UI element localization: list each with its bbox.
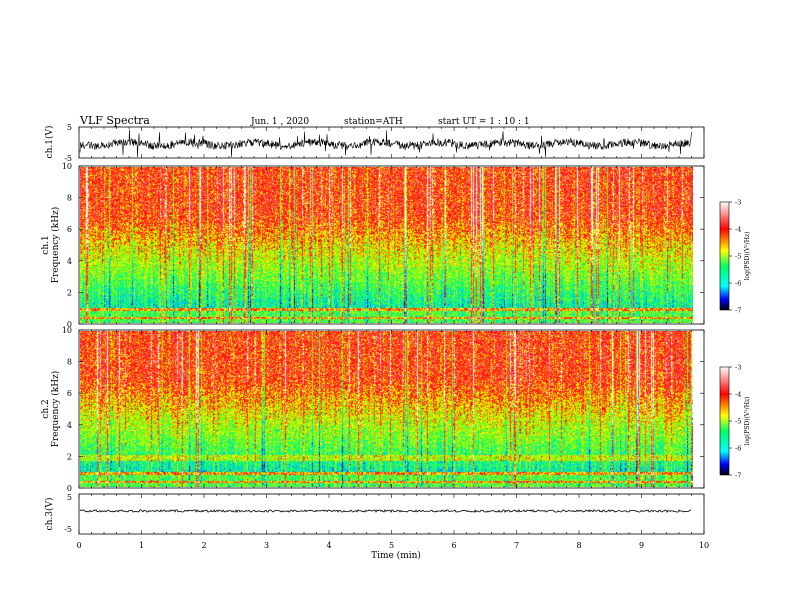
ch1-spectrogram-yticks: 0 2 4 6 8 10	[62, 162, 704, 329]
frequency-tick-label: 8	[67, 194, 72, 203]
frequency-tick-label: 4	[67, 421, 72, 430]
ch3-waveform-panel: 5 -5 ch.3(V) 0 1 2 3 4 5 6 7 8 9 10 Time (min)	[44, 493, 709, 561]
x-tick-label: 7	[514, 541, 519, 550]
ch1-waveform-panel: 5 -5 ch.1(V)	[44, 123, 705, 163]
start-time-label: start UT = 1 : 10 : 1	[438, 117, 530, 127]
ch2-spectrogram-ylabel: Frequency (kHz)	[50, 371, 61, 448]
frequency-tick-label: 2	[67, 288, 72, 297]
ch3-waveform-ytick-top: 5	[67, 493, 72, 502]
colorbar-tick-label: -4	[735, 391, 741, 399]
ch3-waveform-ylabel: ch.3(V)	[44, 498, 55, 531]
date-label: Jun. 1 , 2020	[250, 117, 309, 127]
colorbar-tick-label: -3	[735, 364, 741, 372]
x-tick-label: 9	[639, 541, 644, 550]
x-tick-label: 10	[699, 541, 709, 550]
ch2-colorbar-gradient	[719, 366, 730, 476]
ch1-spectrogram-panel: 0 2 4 6 8 10 ch.1 Frequency (kHz)	[41, 162, 705, 329]
x-tick-label: 5	[389, 541, 394, 550]
colorbar-tick-label: -6	[735, 445, 741, 453]
ch2-spectrogram-ticks	[78, 330, 705, 488]
colorbar-tick-label: -7	[735, 472, 741, 480]
x-axis-label: Time (min)	[371, 550, 421, 561]
frequency-tick-label: 10	[62, 326, 72, 335]
colorbar-tick-label: -7	[735, 307, 741, 315]
x-tick-label: 6	[451, 541, 456, 550]
ch1-waveform-frame	[78, 126, 705, 159]
x-tick-labels: 0 1 2 3 4 5 6 7 8 9 10	[76, 541, 709, 550]
ch1-waveform-ticks	[78, 127, 705, 158]
ch1-waveform-ytick-top: 5	[67, 123, 72, 132]
colorbar-tick-label: -6	[735, 280, 741, 288]
colorbar-tick-label: -5	[735, 418, 741, 426]
station-label: station=ATH	[344, 117, 403, 127]
frequency-tick-label: 6	[67, 225, 72, 234]
ch1-spectrogram-ylabel: Frequency (kHz)	[50, 207, 61, 284]
ch2-colorbar: -3 -4 -5 -6 -7 log(PSD)(V²/Hz)	[719, 364, 751, 480]
colorbar-tick-label: -3	[735, 199, 741, 207]
frequency-tick-label: 10	[62, 162, 72, 171]
figure-title: VLF Spectra	[79, 114, 150, 127]
ch1-waveform-trace	[79, 129, 692, 158]
x-tick-label: 3	[264, 541, 269, 550]
ch3-waveform-ticks	[78, 494, 705, 534]
x-tick-label: 4	[326, 541, 331, 550]
ch1-colorbar-gradient	[719, 201, 730, 311]
ch2-spectrogram-ylabel-ch: ch.2	[41, 399, 51, 418]
colorbar-tick-label: -4	[735, 226, 741, 234]
colorbar-tick-label: -5	[735, 253, 741, 261]
ch1-colorbar-label: log(PSD)(V²/Hz)	[744, 232, 751, 281]
x-tick-label: 2	[201, 541, 206, 550]
frequency-tick-label: 0	[67, 484, 72, 493]
ch2-colorbar-label: log(PSD)(V²/Hz)	[744, 397, 751, 446]
x-tick-label: 0	[76, 541, 81, 550]
ch2-colorbar-ticks: -3 -4 -5 -6 -7	[729, 364, 741, 480]
ch1-spectrogram-ticks	[78, 166, 705, 324]
ch2-spectrogram-image	[80, 331, 693, 487]
ch1-waveform-ylabel: ch.1(V)	[44, 126, 55, 159]
ch1-waveform-ytick-bottom: -5	[64, 154, 72, 163]
x-tick-label: 8	[576, 541, 581, 550]
ch1-spectrogram-image	[80, 167, 693, 323]
ch1-colorbar-ticks: -3 -4 -5 -6 -7	[729, 199, 741, 315]
ch3-waveform-ytick-bottom: -5	[64, 525, 72, 534]
ch1-colorbar: -3 -4 -5 -6 -7 log(PSD)(V²/Hz)	[719, 199, 751, 315]
frequency-tick-label: 8	[67, 358, 72, 367]
frequency-tick-label: 4	[67, 257, 72, 266]
frequency-tick-label: 2	[67, 452, 72, 461]
ch3-waveform-trace	[79, 509, 692, 513]
ch2-spectrogram-yticks: 0 2 4 6 8 10	[62, 326, 704, 493]
ch2-spectrogram-panel: 0 2 4 6 8 10 ch.2 Frequency (kHz)	[41, 326, 705, 493]
ch3-waveform-frame	[78, 493, 705, 535]
ch1-spectrogram-ylabel-ch: ch.1	[41, 235, 51, 254]
x-tick-label: 1	[139, 541, 144, 550]
frequency-tick-label: 0	[67, 320, 72, 329]
frequency-tick-label: 6	[67, 389, 72, 398]
